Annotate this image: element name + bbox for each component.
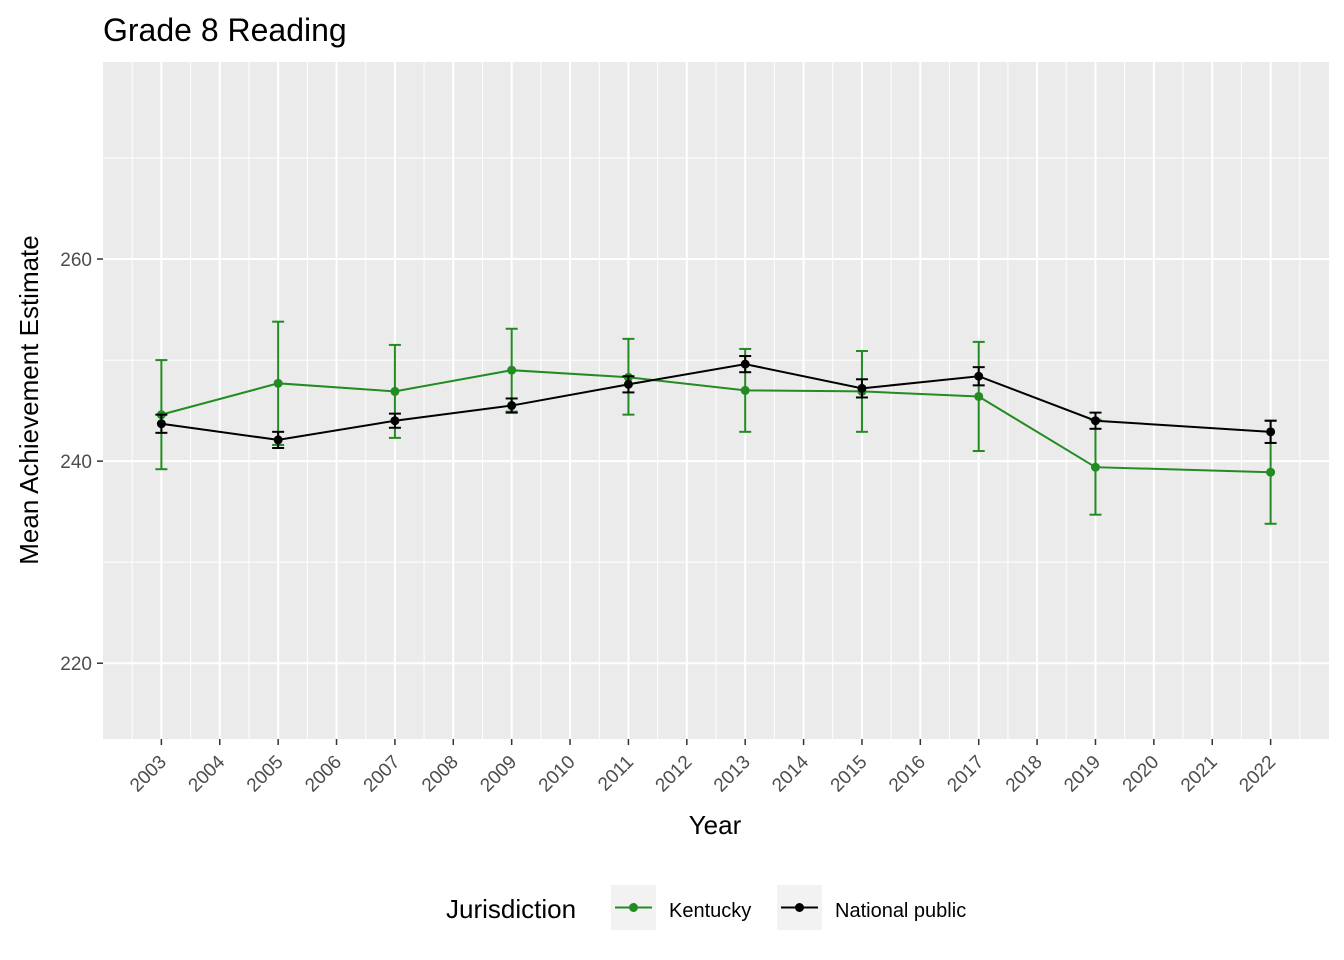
legend-item: Kentucky	[611, 885, 751, 930]
x-tick-label: 2012	[652, 752, 697, 797]
legend-key-point	[629, 903, 638, 912]
legend: Jurisdiction Kentucky National public	[446, 885, 966, 930]
x-tick-label: 2003	[126, 752, 171, 797]
x-tick-label: 2008	[418, 752, 463, 797]
data-point	[1090, 462, 1100, 472]
series-line	[161, 363, 1271, 441]
x-tick-label: 2010	[535, 752, 580, 797]
legend-key-point	[795, 903, 804, 912]
x-tick-label: 2013	[710, 752, 755, 797]
x-axis-title: Year	[689, 810, 742, 840]
data-point	[1266, 467, 1276, 477]
data-point	[507, 401, 517, 411]
data-point	[1266, 427, 1276, 437]
series-line	[161, 369, 1271, 474]
x-tick-label: 2009	[476, 752, 521, 797]
data-point	[390, 416, 400, 426]
y-tick-label: 240	[60, 452, 92, 473]
y-tick-label: 220	[60, 654, 92, 675]
x-tick-label: 2019	[1060, 752, 1105, 797]
x-tick-label: 2004	[185, 751, 230, 796]
x-tick-label: 2005	[243, 752, 288, 797]
series-layer	[155, 320, 1277, 525]
data-point	[857, 383, 867, 393]
x-tick-label: 2017	[944, 752, 989, 797]
x-axis: 2003 2004 2005 2006 2007 2008 2009 2010 2011 2012…	[126, 739, 1280, 796]
chart-title: Grade 8 Reading	[103, 12, 347, 48]
y-axis-title: Mean Achievement Estimate	[14, 235, 44, 565]
series-national-public	[155, 355, 1277, 449]
legend-title: Jurisdiction	[446, 894, 576, 924]
data-point	[156, 419, 166, 429]
data-point	[740, 359, 750, 369]
data-point	[623, 379, 633, 389]
major-gridlines	[103, 62, 1329, 739]
data-point	[273, 378, 283, 388]
x-tick-label: 2006	[301, 752, 346, 797]
x-tick-label: 2015	[827, 752, 872, 797]
data-point	[1090, 416, 1100, 426]
x-tick-label: 2016	[885, 752, 930, 797]
x-tick-label: 2014	[768, 751, 813, 796]
x-tick-label: 2022	[1235, 752, 1280, 797]
x-tick-label: 2021	[1177, 752, 1222, 797]
data-point	[273, 435, 283, 445]
x-tick-label: 2020	[1119, 752, 1164, 797]
data-point	[390, 386, 400, 396]
data-point	[974, 391, 984, 401]
data-point	[507, 365, 517, 375]
legend-item: National public	[777, 885, 966, 930]
y-axis: 220 240 260	[60, 250, 103, 675]
x-tick-label: 2018	[1002, 752, 1047, 797]
data-point	[974, 371, 984, 381]
y-tick-label: 260	[60, 250, 92, 271]
x-tick-label: 2007	[360, 752, 405, 797]
data-point	[740, 385, 750, 395]
x-tick-label: 2011	[594, 752, 638, 796]
legend-label: Kentucky	[669, 900, 751, 922]
legend-items: Kentucky National public	[611, 885, 966, 930]
legend-label: National public	[835, 900, 966, 922]
minor-gridlines	[103, 62, 1329, 739]
